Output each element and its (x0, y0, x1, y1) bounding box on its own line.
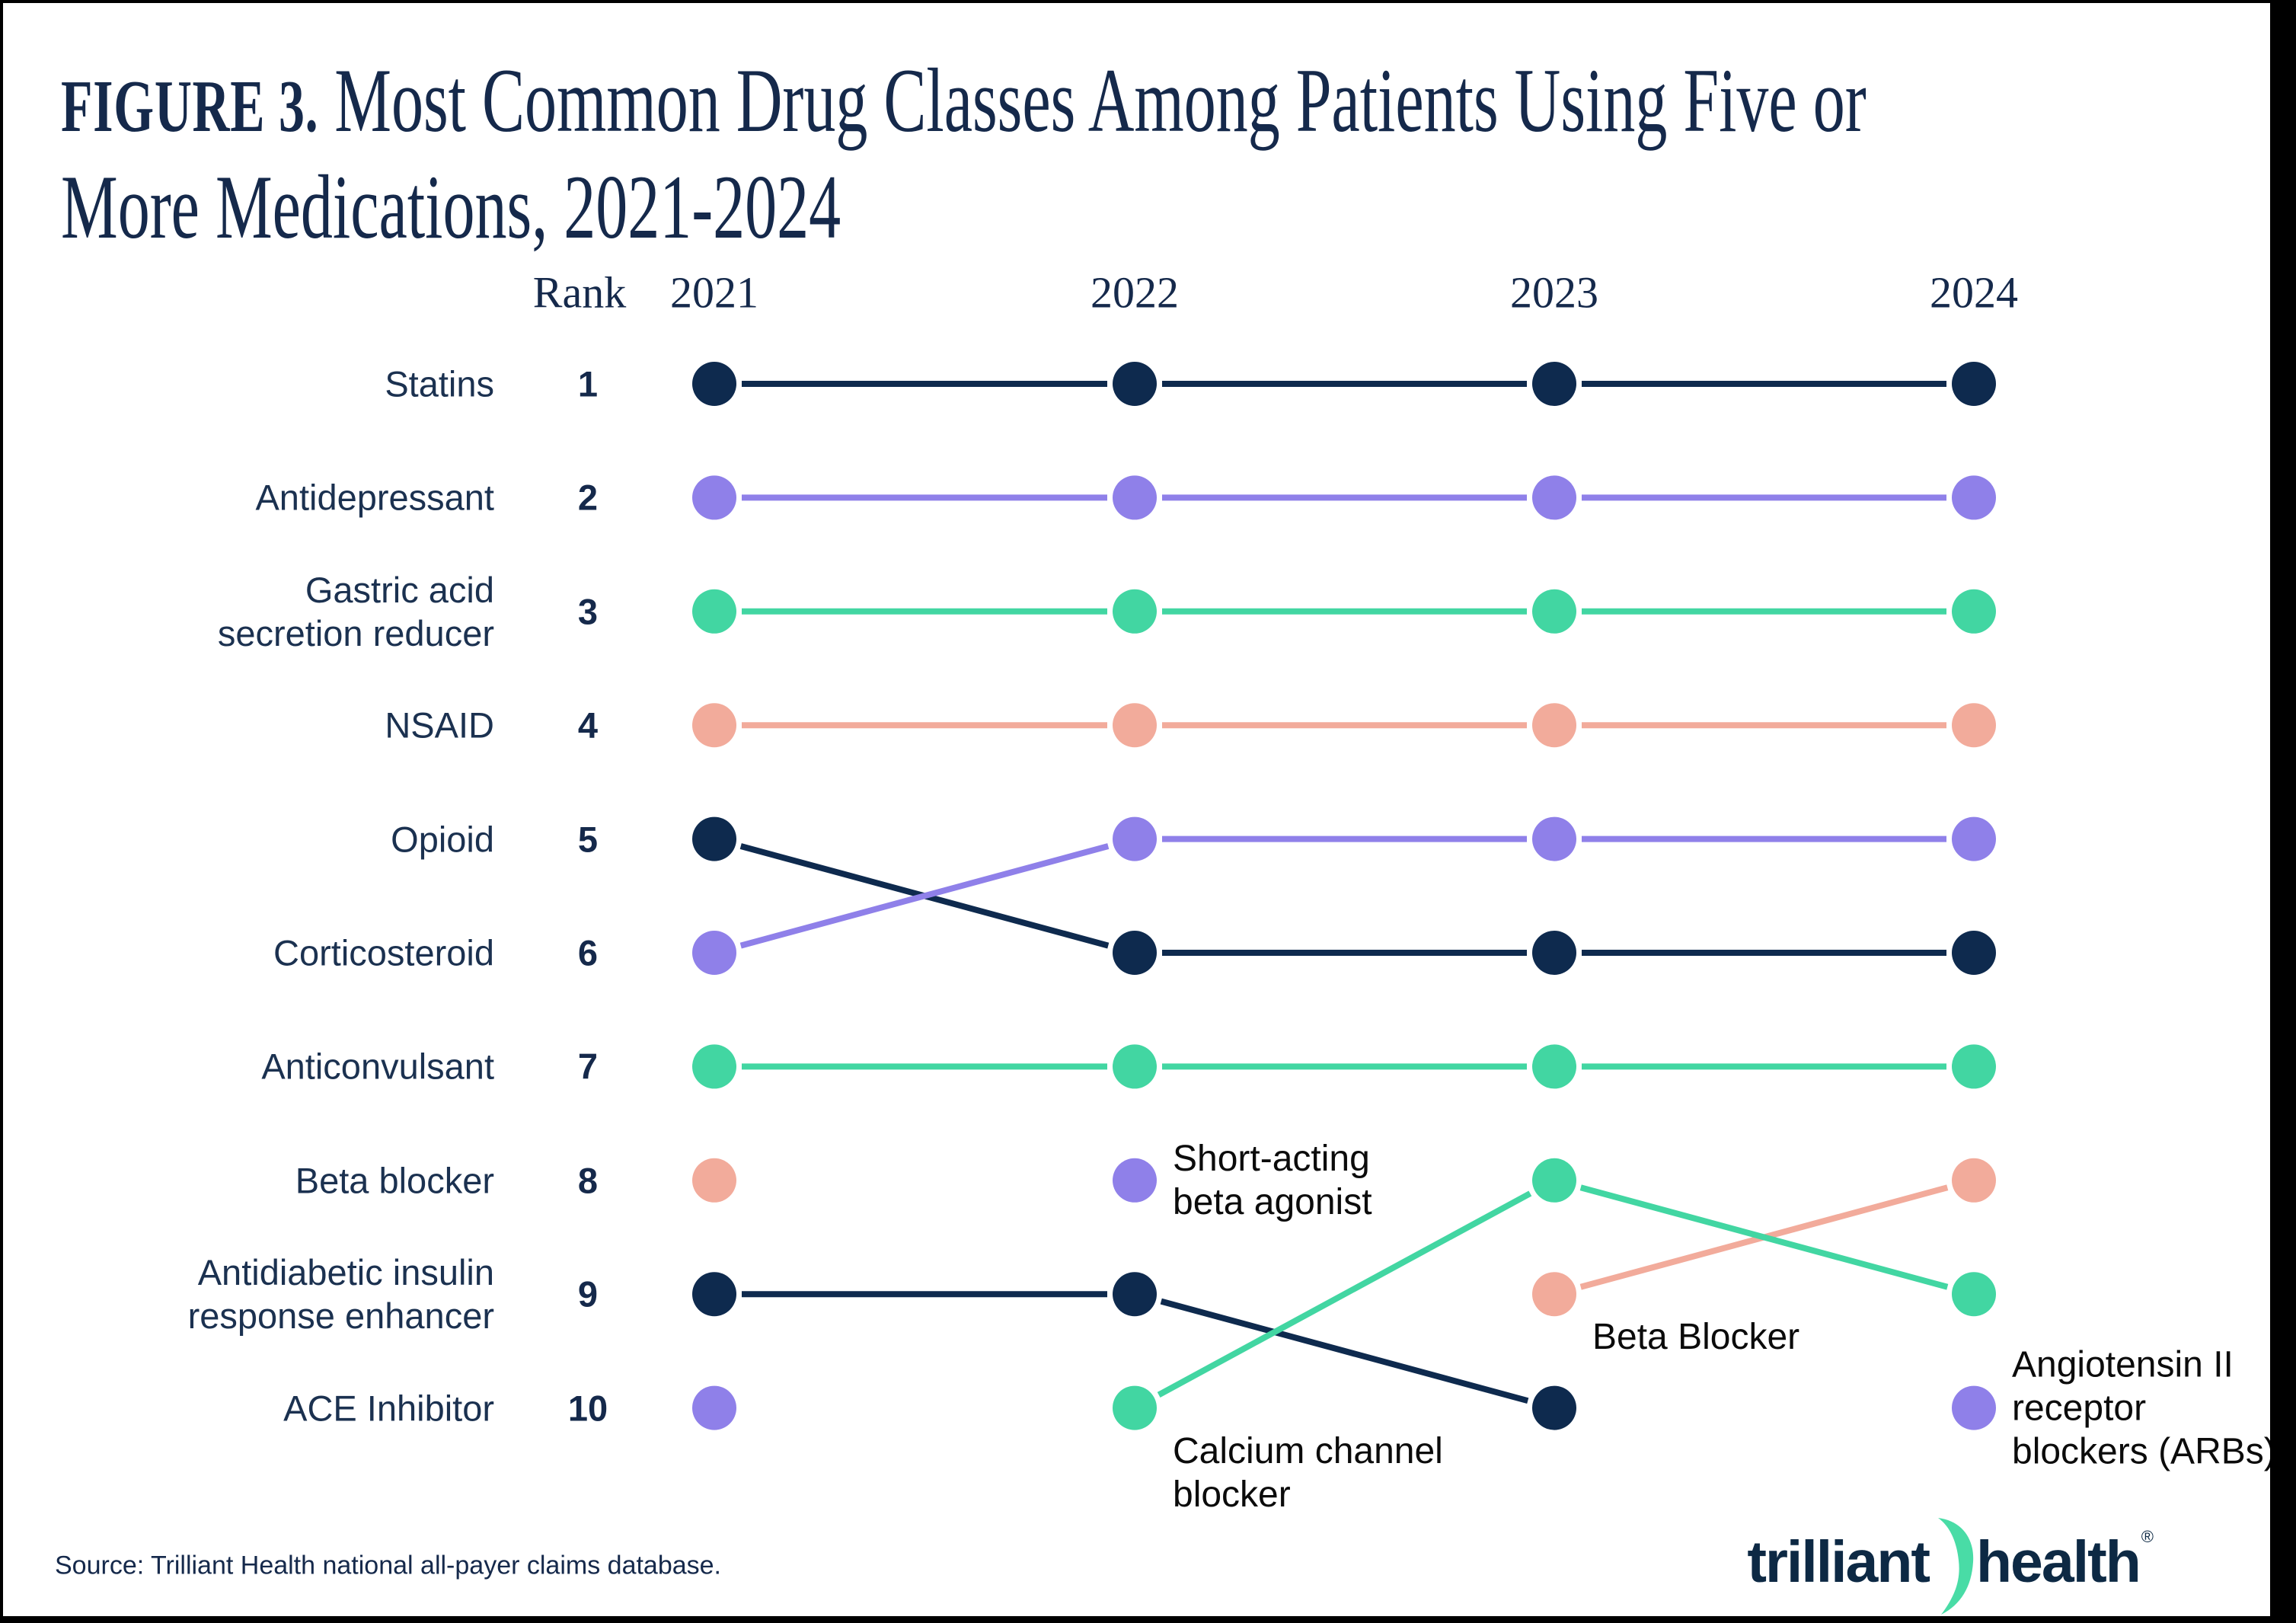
bump-dot (1113, 1272, 1157, 1317)
rank-number: 6 (577, 932, 599, 973)
column-header-year-2024: 2024 (1930, 267, 2018, 318)
title-line-2: More Medications, 2021-2024 (61, 156, 841, 257)
logo-word-health: health (1976, 1529, 2141, 1595)
bump-dot (692, 931, 736, 975)
bump-line (1157, 1190, 1532, 1398)
bump-dot (1952, 589, 1996, 634)
page-title: FIGURE 3. Most Common Drug Classes Among… (61, 50, 1866, 257)
bump-dot (1532, 931, 1576, 975)
bump-dot (692, 589, 736, 634)
bump-dot (1532, 475, 1576, 520)
bump-line (739, 843, 1110, 949)
bump-dot (1532, 1044, 1576, 1089)
row-label: Anticonvulsant (261, 1046, 494, 1087)
column-header-rank: Rank (532, 267, 627, 318)
bump-dot (692, 1158, 736, 1203)
bump-dot (1532, 1272, 1576, 1317)
bump-dot (1113, 703, 1157, 748)
column-header-year-2023: 2023 (1510, 267, 1598, 318)
bump-dot (1952, 1044, 1996, 1089)
figure-label: FIGURE 3. (61, 65, 319, 147)
trilliant-health-logo: trilliant health ® (1747, 1515, 2154, 1615)
bump-dot (1952, 816, 1996, 861)
row-label: Opioid (391, 819, 494, 860)
bump-dot (1532, 816, 1576, 861)
rank-number: 9 (577, 1273, 599, 1315)
bump-dot (692, 1272, 736, 1317)
rank-number: 3 (577, 591, 599, 632)
title-line-1: FIGURE 3. Most Common Drug Classes Among… (61, 50, 1866, 157)
bump-dot (1113, 1385, 1157, 1430)
bump-dot (1113, 589, 1157, 634)
column-header-year-2022: 2022 (1091, 267, 1179, 318)
title-line-1-rest: Most Common Drug Classes Among Patients … (318, 50, 1866, 151)
row-label: NSAID (385, 704, 494, 746)
row-label: Antidiabetic insulin response enhancer (187, 1252, 494, 1337)
row-label: Gastric acid secretion reducer (217, 569, 494, 653)
bump-dot (692, 1385, 736, 1430)
rank-number: 7 (577, 1046, 599, 1087)
annotation-label: Angiotensin II receptor blockers (ARBs) (2012, 1344, 2276, 1472)
logo-word-trilliant: trilliant (1747, 1529, 1930, 1595)
rank-number: 10 (567, 1388, 608, 1429)
bump-dot (1113, 1158, 1157, 1203)
bump-dot (1952, 1158, 1996, 1203)
trilliant-swoosh-icon (1938, 1518, 1974, 1615)
bump-dot (1113, 475, 1157, 520)
bump-dot (1532, 703, 1576, 748)
bump-dot (1532, 1385, 1576, 1430)
bump-dot (1113, 816, 1157, 861)
bump-dot (1952, 1272, 1996, 1317)
bump-dot (692, 703, 736, 748)
bump-dot (1113, 1044, 1157, 1089)
bump-dot (1532, 1158, 1576, 1203)
bump-dot (692, 475, 736, 520)
bump-dot (1952, 931, 1996, 975)
row-label: Statins (385, 363, 494, 404)
rank-number: 1 (577, 363, 599, 404)
bump-chart-svg (692, 362, 1996, 1430)
rank-number: 8 (577, 1160, 599, 1201)
bump-dot (692, 1044, 736, 1089)
rank-number: 5 (577, 819, 599, 860)
registered-mark: ® (2141, 1527, 2154, 1546)
bump-dot (1113, 362, 1157, 406)
bump-dot (1952, 475, 1996, 520)
column-header-year-2021: 2021 (670, 267, 758, 318)
annotation-label: Short-acting beta agonist (1173, 1138, 1372, 1222)
bump-dot (1952, 703, 1996, 748)
bump-dot (1532, 589, 1576, 634)
bump-dot (692, 362, 736, 406)
bump-line (1160, 1298, 1529, 1404)
source-note: Source: Trilliant Health national all-pa… (55, 1551, 722, 1580)
row-label: Beta blocker (295, 1160, 494, 1201)
bump-dot (1952, 1385, 1996, 1430)
annotation-label: Calcium channel blocker (1173, 1430, 1443, 1515)
bump-dot (1952, 362, 1996, 406)
row-label: Corticosteroid (273, 932, 494, 973)
row-label: ACE Inhibitor (283, 1388, 494, 1429)
rank-number: 4 (577, 704, 599, 746)
annotation-label: Beta Blocker (1592, 1317, 1800, 1358)
bump-dot (1532, 362, 1576, 406)
bump-line (1579, 1184, 1949, 1290)
rank-number: 2 (577, 477, 599, 518)
bump-dot (1113, 931, 1157, 975)
row-label: Antidepressant (255, 477, 494, 518)
bump-dot (692, 816, 736, 861)
